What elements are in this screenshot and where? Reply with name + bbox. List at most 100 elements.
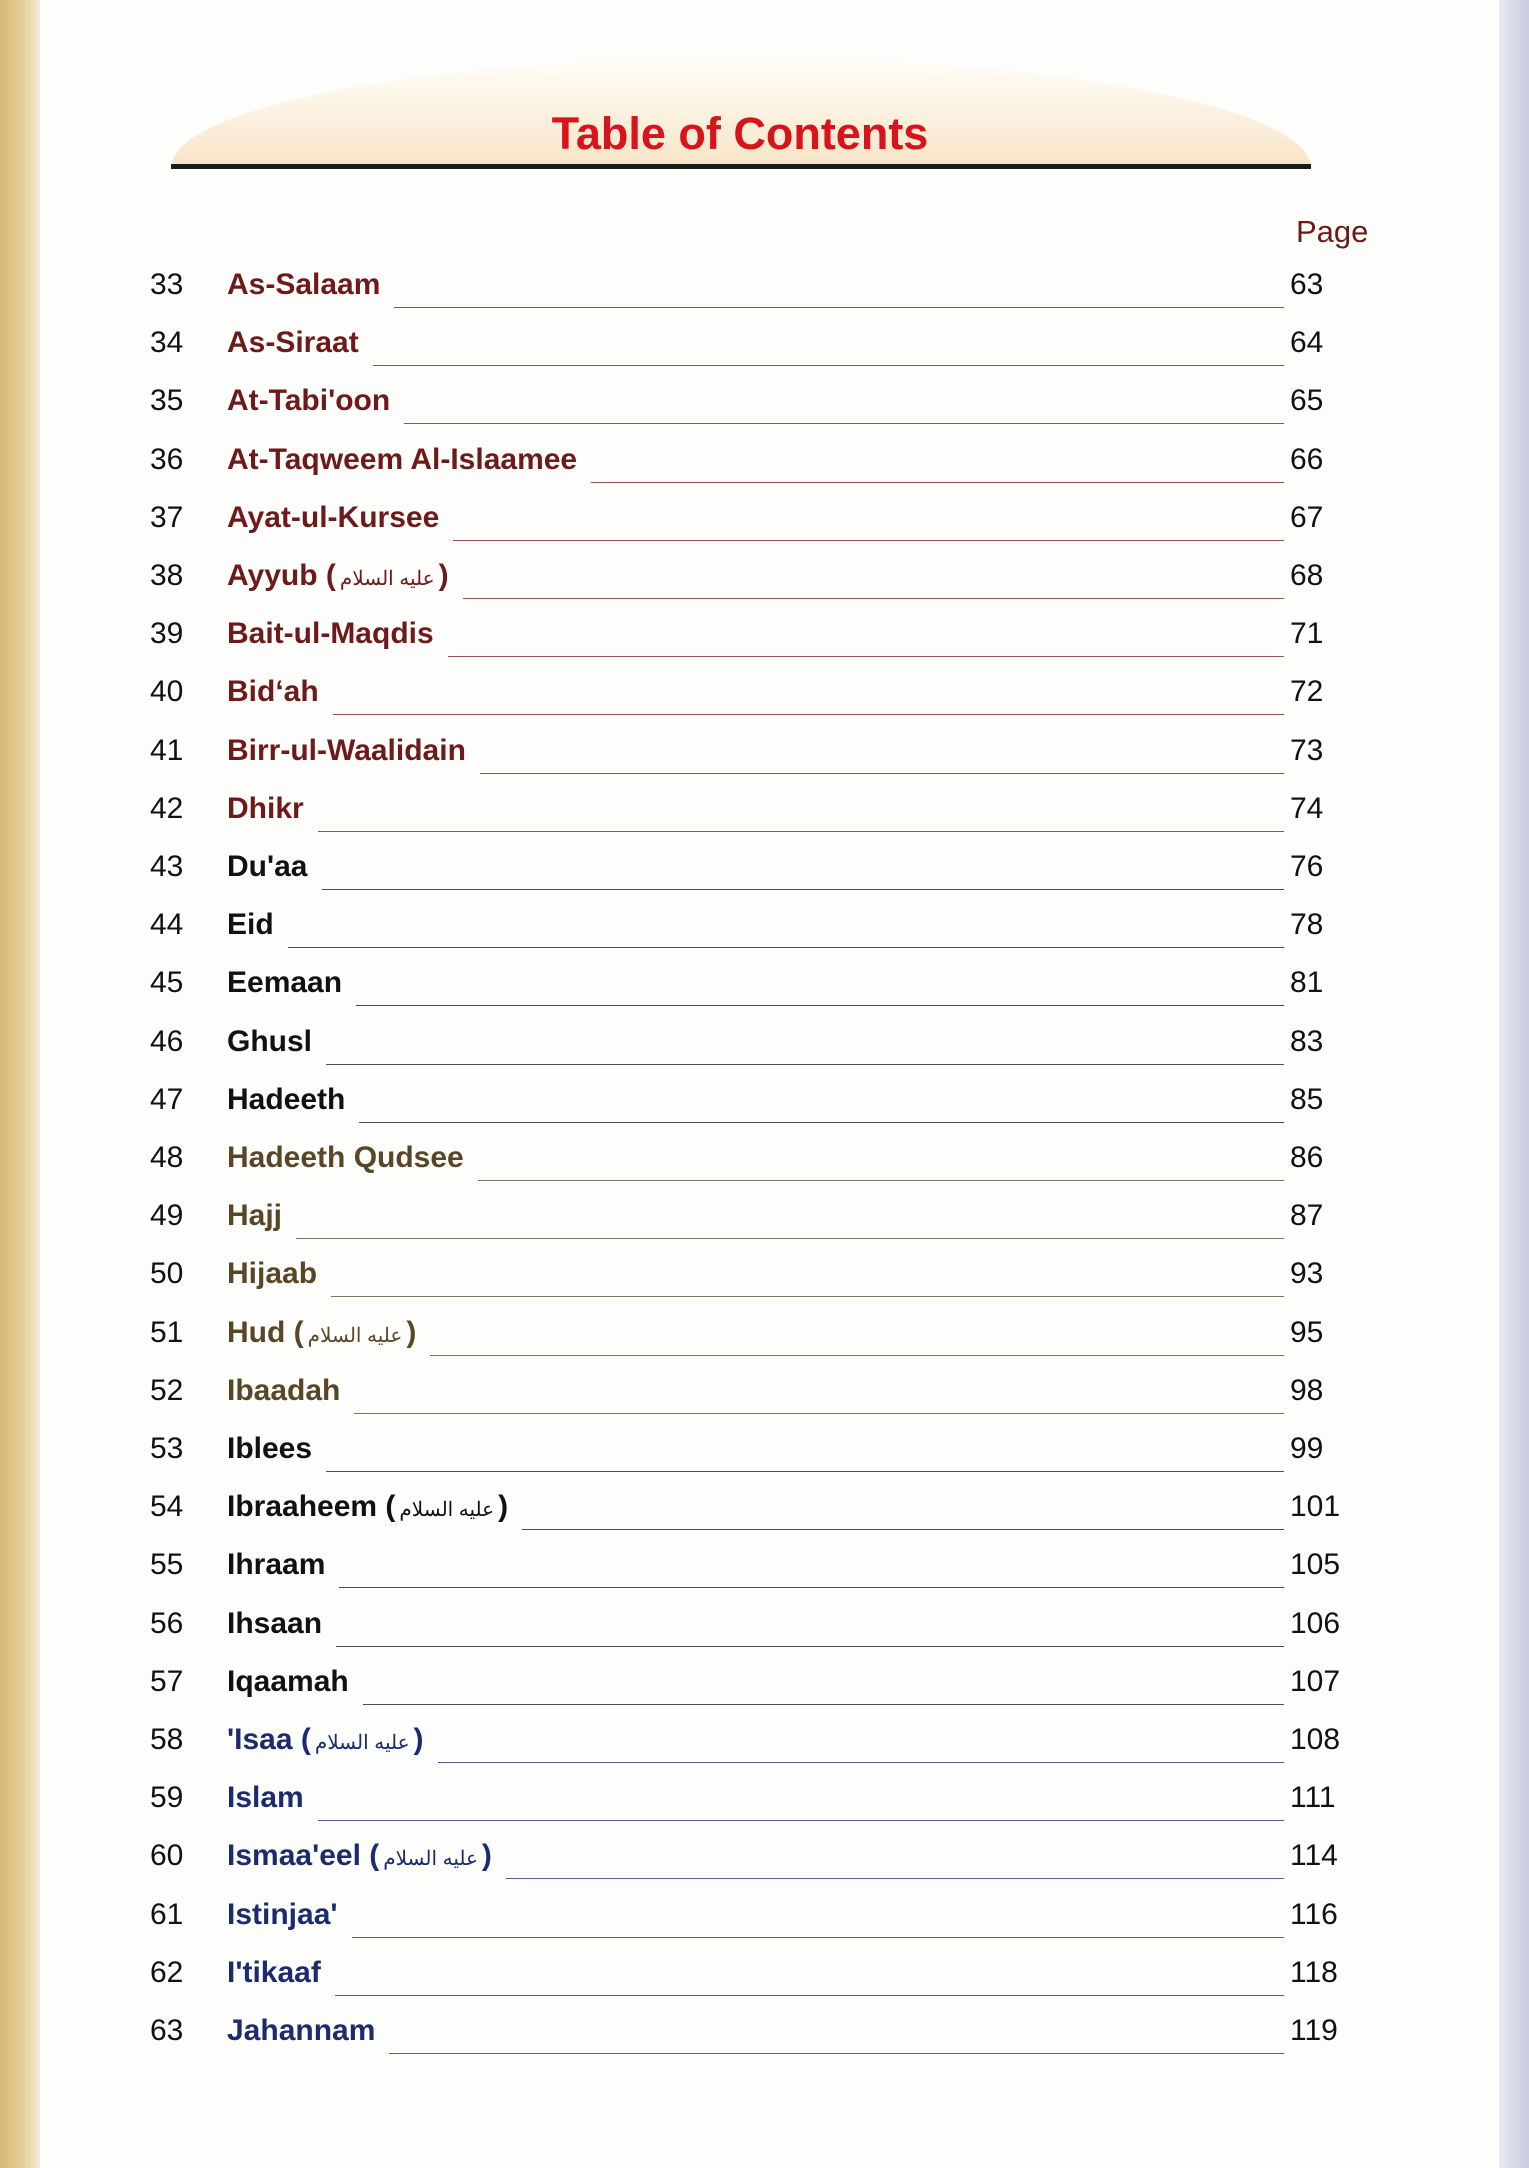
entry-title-text: Dhikr — [227, 791, 304, 825]
entry-title[interactable]: Jahannam — [227, 2014, 375, 2048]
entry-title-text: Ibraaheem — [227, 1490, 378, 1524]
entry-title[interactable]: At-Taqweem Al-Islaamee — [227, 443, 577, 477]
entry-number: 33 — [150, 268, 184, 301]
leader-line — [326, 1063, 1284, 1065]
toc-entry[interactable]: 39 Bait-ul-Maqdis 71 — [150, 617, 1350, 675]
entry-title[interactable]: Ghusl — [227, 1025, 312, 1059]
entry-title[interactable]: Istinjaa' — [227, 1898, 338, 1932]
toc-entry[interactable]: 49 Hajj 87 — [150, 1199, 1350, 1257]
toc-entry[interactable]: 47 Hadeeth 85 — [150, 1083, 1350, 1141]
toc-entry[interactable]: 34 As-Siraat 64 — [150, 326, 1350, 384]
entry-title[interactable]: Dhikr — [227, 792, 304, 826]
toc-entry[interactable]: 58 'Isaa (عليه السلام) 108 — [150, 1723, 1350, 1781]
toc-entry[interactable]: 45 Eemaan 81 — [150, 966, 1350, 1024]
title-rule — [171, 164, 1311, 169]
toc-entry[interactable]: 55 Ihraam 105 — [150, 1548, 1350, 1606]
entry-title[interactable]: Eid — [227, 908, 274, 942]
toc-entry[interactable]: 41 Birr-ul-Waalidain 73 — [150, 734, 1350, 792]
entry-title[interactable]: As-Siraat — [227, 326, 359, 360]
entry-page: 114 — [1290, 1839, 1338, 1873]
entry-title[interactable]: Ayat-ul-Kursee — [227, 501, 439, 535]
entry-title[interactable]: Eemaan — [227, 966, 342, 1000]
toc-entry[interactable]: 40 Bid‘ah 72 — [150, 675, 1350, 733]
leader-line — [477, 1180, 1284, 1181]
entry-number: 42 — [150, 791, 184, 825]
entry-title[interactable]: Iqaamah — [227, 1665, 349, 1699]
entry-title[interactable]: Ihraam — [227, 1548, 325, 1582]
toc-entry[interactable]: 62 I'tikaaf 118 — [150, 1956, 1350, 2014]
entry-title[interactable]: Birr-ul-Waalidain — [227, 734, 466, 768]
toc-entry[interactable]: 36 At-Taqweem Al-Islaamee 66 — [150, 443, 1350, 501]
entry-title[interactable]: Hijaab — [227, 1257, 317, 1291]
toc-entry[interactable]: 46 Ghusl 83 — [150, 1025, 1350, 1083]
entry-title-text: Ayyub — [227, 559, 318, 592]
entry-page: 86 — [1290, 1141, 1324, 1174]
entry-title-text: Hijaab — [227, 1257, 318, 1291]
entry-title[interactable]: 'Isaa (عليه السلام) — [227, 1723, 424, 1756]
toc-entry[interactable]: 56 Ihsaan 106 — [150, 1607, 1350, 1665]
entry-title[interactable]: Bid‘ah — [227, 675, 319, 709]
entry-title[interactable]: Hud (عليه السلام) — [227, 1315, 417, 1349]
leader-line — [362, 1703, 1284, 1705]
toc-entry[interactable]: 63 Jahannam 119 — [150, 2014, 1350, 2072]
toc-entry[interactable]: 59 Islam 111 — [150, 1781, 1350, 1839]
entry-number: 41 — [150, 733, 184, 767]
entry-title[interactable]: Ihsaan — [227, 1607, 322, 1641]
entry-title[interactable]: Hajj — [227, 1199, 282, 1233]
entry-page: 71 — [1290, 617, 1324, 651]
toc-entry[interactable]: 43 Du'aa 76 — [150, 850, 1350, 908]
toc-entry[interactable]: 61 Istinjaa' 116 — [150, 1898, 1350, 1956]
leader-line — [453, 539, 1284, 541]
entry-title-text: Iqaamah — [227, 1664, 349, 1698]
entry-page: 116 — [1290, 1897, 1338, 1931]
entry-page: 64 — [1290, 326, 1324, 360]
toc-entry[interactable]: 37 Ayat-ul-Kursee 67 — [150, 501, 1350, 559]
entry-title[interactable]: Hadeeth — [227, 1083, 345, 1117]
toc-entry[interactable]: 53 Iblees 99 — [150, 1432, 1350, 1490]
toc-entry[interactable]: 51 Hud (عليه السلام) 95 — [150, 1316, 1350, 1374]
honorific-arabic: عليه السلام — [314, 1732, 410, 1754]
entry-title-text: I'tikaaf — [227, 1955, 321, 1989]
toc-entry[interactable]: 52 Ibaadah 98 — [150, 1374, 1350, 1432]
entry-title[interactable]: Islam — [227, 1781, 304, 1815]
leader-line — [339, 1587, 1284, 1589]
toc-entry[interactable]: 60 Ismaa'eel (عليه السلام) 114 — [150, 1839, 1350, 1897]
toc-entry[interactable]: 38 Ayyub (عليه السلام) 68 — [150, 559, 1350, 617]
toc-entry[interactable]: 50 Hijaab 93 — [150, 1257, 1350, 1315]
entry-page: 106 — [1290, 1606, 1341, 1640]
entry-title[interactable]: Iblees — [227, 1432, 312, 1466]
toc-entry[interactable]: 35 At-Tabi'oon 65 — [150, 384, 1350, 442]
entry-title[interactable]: Hadeeth Qudsee — [227, 1141, 464, 1175]
toc-entry[interactable]: 54 Ibraaheem (عليه السلام) 101 — [150, 1490, 1350, 1548]
entry-title[interactable]: Du'aa — [227, 850, 308, 884]
entry-title-text: Ghusl — [227, 1024, 313, 1058]
entry-title[interactable]: Ibraaheem (عليه السلام) — [227, 1490, 509, 1524]
entry-title[interactable]: I'tikaaf — [227, 1956, 321, 1990]
entry-number: 34 — [150, 326, 184, 360]
entry-number: 57 — [150, 1664, 184, 1698]
entry-title[interactable]: As-Salaam — [227, 268, 380, 302]
leader-line — [430, 1354, 1284, 1356]
toc-entry[interactable]: 44 Eid 78 — [150, 908, 1350, 966]
entry-title[interactable]: Ayyub (عليه السلام) — [227, 559, 449, 592]
page-binding-edge — [0, 0, 40, 2168]
toc-entry[interactable]: 33 As-Salaam 63 — [150, 268, 1350, 326]
entry-number: 54 — [150, 1490, 184, 1524]
entry-title[interactable]: Bait-ul-Maqdis — [227, 617, 434, 651]
entry-title[interactable]: At-Tabi'oon — [227, 384, 390, 418]
toc-entry[interactable]: 48 Hadeeth Qudsee 86 — [150, 1141, 1350, 1199]
entry-title[interactable]: Ibaadah — [227, 1374, 340, 1408]
toc-entry[interactable]: 42 Dhikr 74 — [150, 792, 1350, 850]
entry-number: 43 — [150, 850, 184, 883]
entry-number: 62 — [150, 1955, 184, 1989]
honorific-arabic: عليه السلام — [399, 1499, 495, 1522]
entry-page: 83 — [1290, 1024, 1324, 1058]
entry-number: 47 — [150, 1082, 184, 1116]
entry-title[interactable]: Ismaa'eel (عليه السلام) — [227, 1839, 492, 1873]
entry-number: 53 — [150, 1432, 184, 1465]
entry-number: 51 — [150, 1315, 184, 1349]
toc-entry[interactable]: 57 Iqaamah 107 — [150, 1665, 1350, 1723]
leader-line — [447, 656, 1284, 658]
entry-title-text: Hajj — [227, 1199, 283, 1233]
entry-number: 46 — [150, 1024, 184, 1058]
